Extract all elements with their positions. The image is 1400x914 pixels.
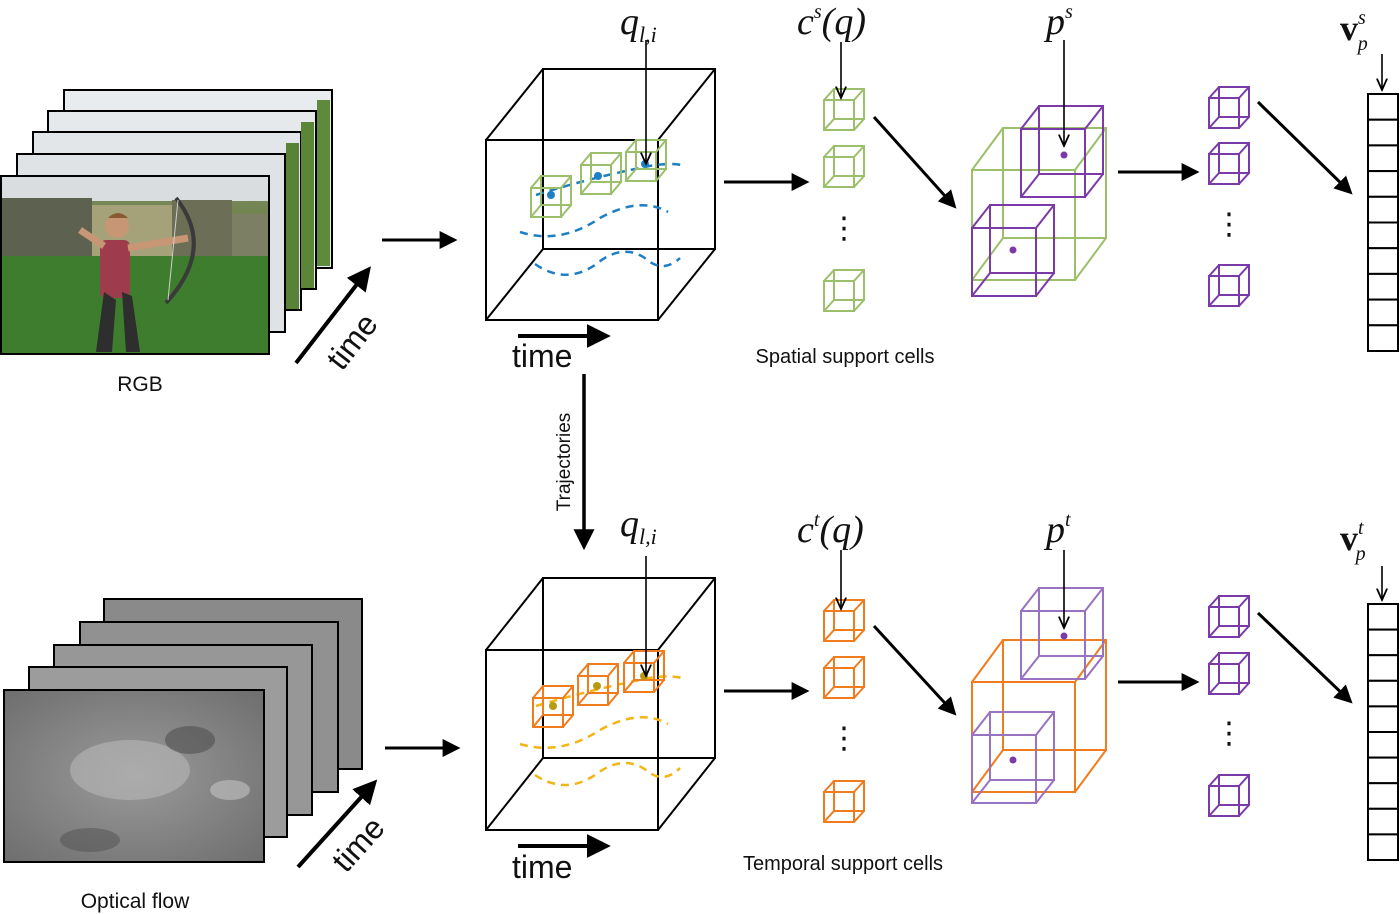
q-top-label: ql,i: [620, 1, 657, 47]
temporal-vector-cell: [1367, 807, 1399, 836]
rgb-frame-stack: [0, 89, 333, 355]
rgb-front-frame: [0, 175, 270, 355]
temporal-cells-to-vector-arrow: [1256, 611, 1353, 704]
temporal-cells-ellipsis: ⋮: [829, 722, 859, 755]
rgb-time-label: time: [319, 307, 385, 377]
spatial-vector-cell: [1367, 272, 1399, 301]
vt-label: vt p: [1340, 517, 1366, 565]
vs-label: vs p: [1340, 7, 1368, 55]
temporal-vector-cell: [1367, 705, 1399, 734]
ps-point: [1060, 151, 1068, 159]
temporal-pooling-region: [971, 639, 1107, 793]
spatial-vector-cell: [1367, 170, 1399, 198]
flow-time-label: time: [324, 810, 391, 879]
temporal-vector-cell: [1367, 782, 1399, 810]
spatial-vector-cell: [1367, 324, 1399, 352]
spatial-feature-vector: [1367, 93, 1399, 352]
optical-flow-label: Optical flow: [81, 890, 190, 913]
temporal-vector-cell: [1367, 833, 1399, 862]
spatial-vector-cell: [1367, 247, 1399, 275]
spatial-vector-cell: [1367, 221, 1399, 250]
temporal-vector-cell: [1367, 731, 1399, 759]
spatial-support-cell-column: [823, 88, 865, 312]
pt-point-2: [1009, 756, 1017, 764]
optical-flow-frame-stack: [3, 598, 363, 863]
temporal-pooled-ellipsis: ⋮: [1214, 717, 1244, 750]
spatial-video-volume: [485, 68, 716, 321]
spatial-vector-cell: [1367, 195, 1399, 224]
spatial-cells-to-pool-arrow: [872, 115, 957, 209]
top-volume-time-label: time: [512, 338, 572, 374]
pt-point: [1060, 632, 1068, 640]
ct-label: ct(q): [797, 509, 864, 551]
ps-label: ps: [1043, 1, 1073, 43]
rgb-label: RGB: [117, 373, 163, 396]
temporal-vector-cell: [1367, 756, 1399, 785]
temporal-pooled-cells: [971, 587, 1104, 804]
spatial-pooled-ellipsis: ⋮: [1214, 208, 1244, 241]
spatial-pooled-cells: [971, 105, 1104, 297]
temporal-support-cells-label: Temporal support cells: [743, 853, 943, 875]
spatial-cells-to-vector-arrow: [1256, 100, 1353, 195]
spatial-support-cells-label: Spatial support cells: [756, 346, 935, 368]
spatial-vector-cell: [1367, 298, 1399, 327]
temporal-vector-cell: [1367, 603, 1399, 631]
temporal-vector-cell: [1367, 679, 1399, 708]
trajectories-label: Trajectories: [554, 413, 575, 512]
q-bottom-label: ql,i: [620, 503, 657, 549]
temporal-support-cell-column: [823, 599, 865, 823]
cs-label: cs(q): [797, 1, 866, 43]
spatial-vector-cell: [1367, 93, 1399, 121]
bottom-volume-time-label: time: [512, 849, 572, 885]
temporal-volume-cells: [532, 650, 665, 728]
spatial-vector-cell: [1367, 118, 1399, 147]
temporal-cells-to-pool-arrow: [872, 624, 957, 716]
spatial-pooled-cell-column: [1208, 86, 1250, 307]
pt-label: pt: [1043, 509, 1071, 551]
spatial-cells-ellipsis: ⋮: [829, 212, 859, 245]
spatial-volume-cells: [530, 139, 667, 218]
temporal-video-volume: [485, 577, 716, 831]
temporal-vector-cell: [1367, 628, 1399, 657]
temporal-pooled-cell-column: [1208, 595, 1250, 817]
temporal-vector-cell: [1367, 654, 1399, 682]
temporal-feature-vector: [1367, 603, 1399, 862]
ps-point-2: [1009, 246, 1017, 254]
spatial-vector-cell: [1367, 144, 1399, 173]
